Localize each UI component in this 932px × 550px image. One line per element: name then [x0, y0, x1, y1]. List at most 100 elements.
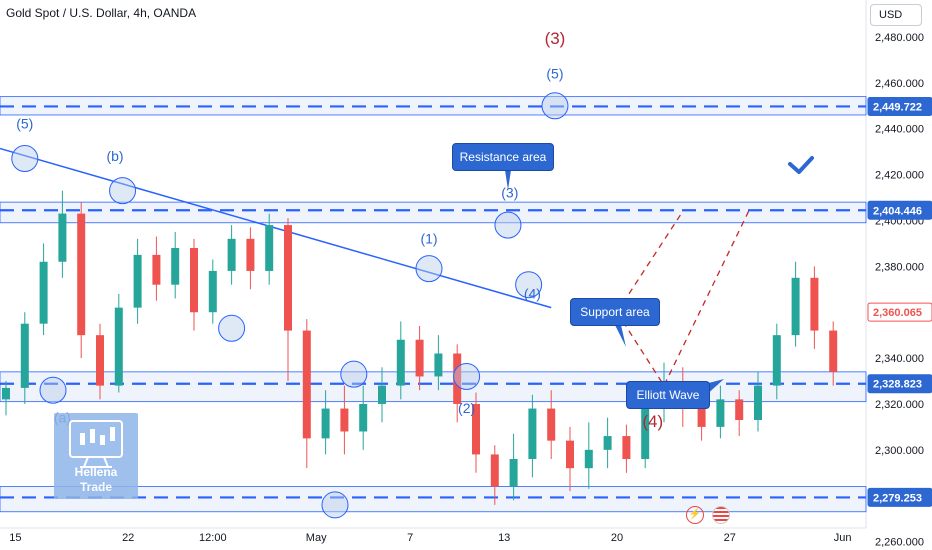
- wave-point-circle: [453, 362, 481, 390]
- y-tick-label: 2,380.000: [875, 261, 924, 273]
- candle-body: [509, 459, 518, 487]
- lightning-icon[interactable]: ⚡: [686, 506, 704, 524]
- wave-label: (2): [458, 400, 475, 416]
- price-label-text: 2,360.065: [873, 307, 922, 319]
- candle-body: [321, 408, 330, 439]
- x-tick-label: 27: [724, 532, 736, 544]
- wave-label: (4): [524, 285, 541, 301]
- price-label-box: [867, 302, 932, 322]
- candle-body: [96, 335, 104, 386]
- price-label-box: [867, 96, 932, 116]
- price-label-text: 2,404.446: [873, 205, 922, 217]
- candle-body: [58, 213, 67, 262]
- wave-label: (4): [642, 412, 663, 431]
- candle-body: [133, 254, 142, 308]
- y-tick-label: 2,480.000: [875, 32, 924, 44]
- candle-body: [603, 436, 612, 450]
- candle-body: [453, 353, 462, 404]
- resistance-area-label: Resistance area: [452, 143, 554, 171]
- x-tick-label: 7: [407, 532, 413, 544]
- candle-body: [265, 225, 274, 271]
- wave-point-circle: [11, 145, 39, 173]
- projection-path-1: [616, 210, 684, 313]
- wave-point-circle: [218, 314, 246, 342]
- wave-point-circle: [415, 255, 443, 283]
- wave-point-circle: [340, 360, 368, 388]
- y-tick-label: 2,460.000: [875, 78, 924, 90]
- candle-body: [772, 335, 781, 386]
- candle-body: [641, 408, 650, 460]
- candle-body: [302, 330, 311, 439]
- candle-body: [829, 330, 838, 372]
- candle-body: [584, 449, 593, 469]
- checkmark-icon: [788, 156, 814, 174]
- wave-label: (3): [545, 29, 566, 48]
- candle-body: [359, 403, 368, 432]
- candle-body: [340, 408, 349, 432]
- x-tick-label: 20: [611, 532, 623, 544]
- wave-label: (5): [16, 116, 33, 132]
- y-tick-label: 2,260.000: [875, 537, 924, 549]
- wave-label: (b): [106, 148, 123, 164]
- candle-body: [791, 277, 800, 336]
- hellena-trade-logo: Hellena Trade: [54, 413, 138, 499]
- candle-body: [566, 440, 574, 469]
- wave-label: (3): [501, 185, 518, 201]
- candle-body: [415, 339, 424, 377]
- x-tick-label: 22: [122, 532, 134, 544]
- y-tick-label: 2,320.000: [875, 399, 924, 411]
- wave-label: (5): [546, 65, 563, 81]
- currency-button[interactable]: USD: [870, 4, 922, 26]
- candle-body: [810, 277, 819, 331]
- candle-body: [114, 307, 123, 386]
- y-tick-label: 2,300.000: [875, 445, 924, 457]
- logo-line1: Hellena: [74, 465, 118, 479]
- x-tick-label: Jun: [834, 532, 852, 544]
- candle-body: [227, 238, 236, 271]
- candle-body: [716, 399, 725, 427]
- x-tick-label: 15: [9, 532, 21, 544]
- y-tick-label: 2,440.000: [875, 124, 924, 136]
- price-label-box: [867, 200, 932, 220]
- price-label-text: 2,449.722: [873, 101, 922, 113]
- wave-point-circle: [541, 92, 569, 120]
- candle-body: [735, 399, 744, 421]
- candle-body: [434, 353, 443, 377]
- logo-line2: Trade: [79, 480, 112, 494]
- x-tick-label: 13: [498, 532, 510, 544]
- wave-point-circle: [494, 211, 522, 239]
- price-label-box: [867, 374, 932, 394]
- elliott-wave-label: Elliott Wave: [626, 381, 710, 409]
- candle-body: [39, 261, 48, 324]
- y-tick-label: 2,420.000: [875, 170, 924, 182]
- candle-body: [378, 385, 386, 404]
- price-label-box: [867, 487, 932, 507]
- candle-body: [528, 408, 537, 460]
- candle-body: [284, 225, 292, 331]
- candle-body: [20, 323, 29, 388]
- resistance-pointer: [505, 170, 511, 190]
- candle-body: [77, 213, 86, 336]
- chart-monitor-icon: [69, 420, 123, 468]
- us-flag-icon[interactable]: [712, 506, 730, 524]
- support-area-label: Support area: [570, 298, 660, 326]
- wave-point-circle: [321, 491, 349, 519]
- candle-body: [622, 436, 631, 460]
- wave-point-circle: [515, 271, 543, 299]
- x-tick-label: May: [306, 532, 327, 544]
- price-label-text: 2,279.253: [873, 492, 922, 504]
- zone-1: [0, 201, 867, 224]
- candle-body: [547, 408, 556, 441]
- candle-body: [396, 339, 405, 386]
- candle-body: [208, 270, 217, 313]
- wave-point-circle: [109, 177, 137, 205]
- support-pointer: [615, 325, 626, 347]
- chart-title: Gold Spot / U.S. Dollar, 4h, OANDA: [6, 6, 197, 20]
- y-tick-label: 2,340.000: [875, 353, 924, 365]
- candle-body: [246, 238, 255, 271]
- candle-body: [697, 408, 706, 427]
- candle-body: [472, 403, 480, 455]
- candle-body: [152, 254, 161, 285]
- wave-label: (1): [420, 230, 437, 246]
